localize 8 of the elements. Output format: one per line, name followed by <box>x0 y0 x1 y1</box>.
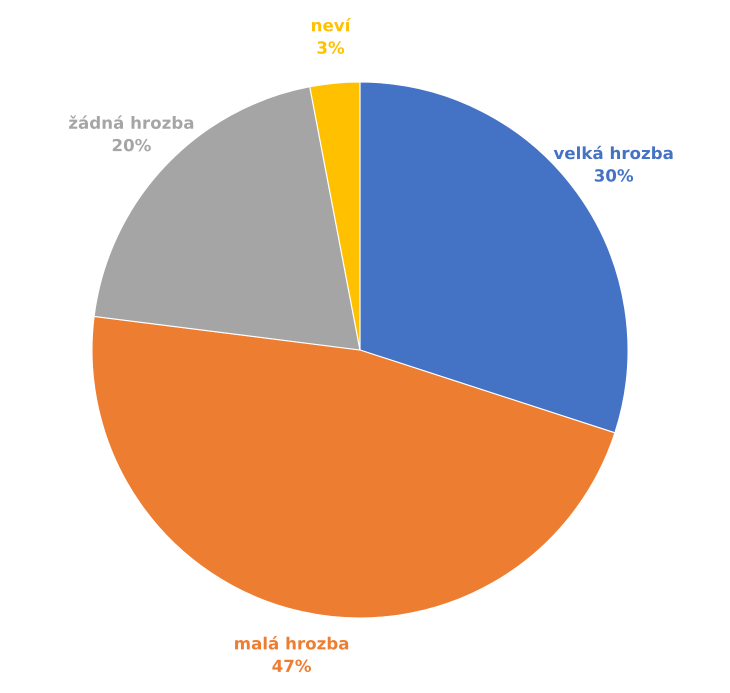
slice-label: neví <box>312 18 352 32</box>
data-label: 47% <box>272 659 312 672</box>
data-label: 3% <box>317 41 344 54</box>
slice-label: žádná hrozba <box>69 115 194 129</box>
data-label: 30% <box>594 169 634 182</box>
slice-label: velká hrozba <box>554 146 673 160</box>
data-label: 20% <box>112 138 151 152</box>
slice-label: malá hrozba <box>235 636 348 650</box>
